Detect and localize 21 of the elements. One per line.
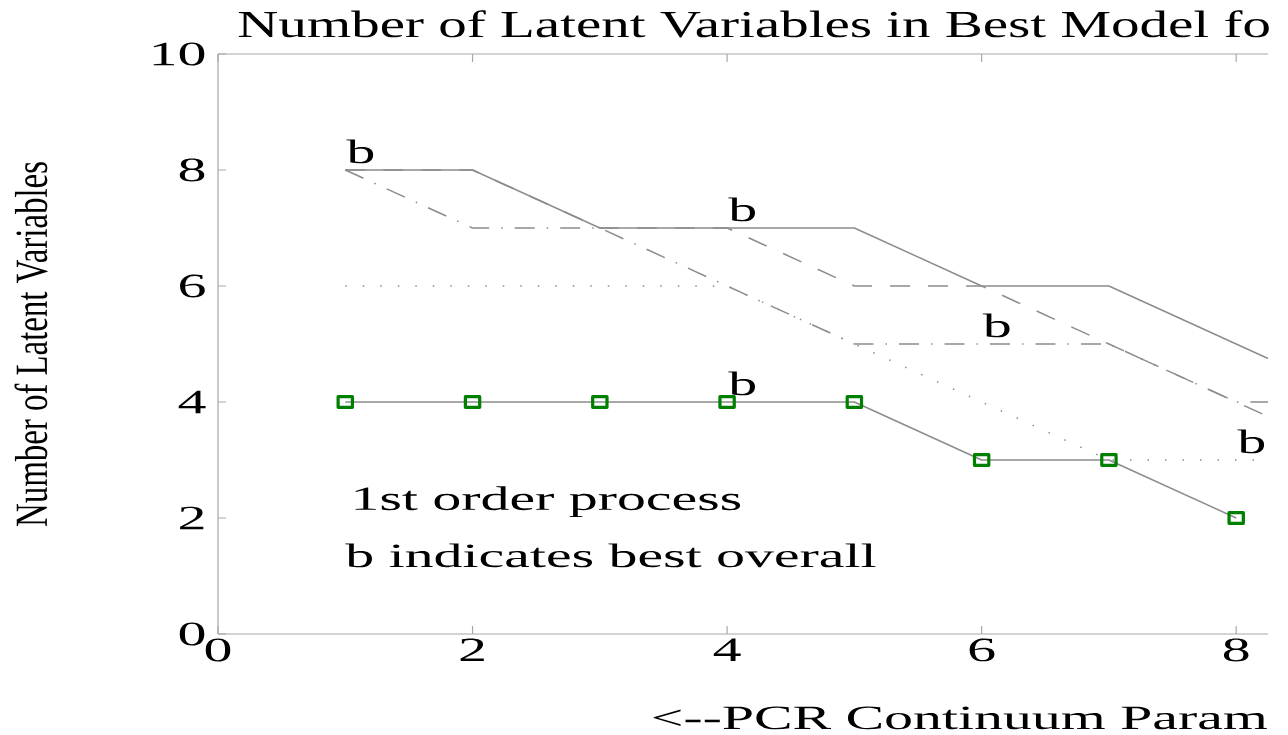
- y-tick-label: 0: [179, 622, 205, 646]
- x-tick-label: 2: [460, 638, 484, 662]
- y-tick-label: 6: [180, 274, 205, 298]
- x-tick-label: 0: [205, 638, 231, 662]
- annotation: b: [728, 371, 755, 396]
- chart-title: Number of Latent Variables in Best Model fo: [238, 10, 1269, 38]
- annotation: b indicates best overall: [345, 543, 876, 568]
- x-tick-label: 6: [969, 638, 995, 662]
- y-tick-label: 2: [180, 506, 204, 530]
- y-tick-label: 8: [179, 158, 205, 182]
- annotation: 1st order process: [355, 486, 741, 518]
- annotation: b: [346, 139, 374, 164]
- annotation: b: [1237, 429, 1265, 454]
- annotation: b: [728, 197, 755, 222]
- y-tick-label: 10: [153, 42, 205, 66]
- y-tick-label: 4: [178, 390, 206, 414]
- x-axis-title: <--PCR Continuum Param: [653, 706, 1267, 730]
- annotation: b: [982, 313, 1010, 338]
- x-tick-label: 4: [713, 638, 741, 661]
- y-axis-title: Number of Latent Variables: [14, 162, 48, 526]
- x-tick-label: 8: [1223, 638, 1249, 662]
